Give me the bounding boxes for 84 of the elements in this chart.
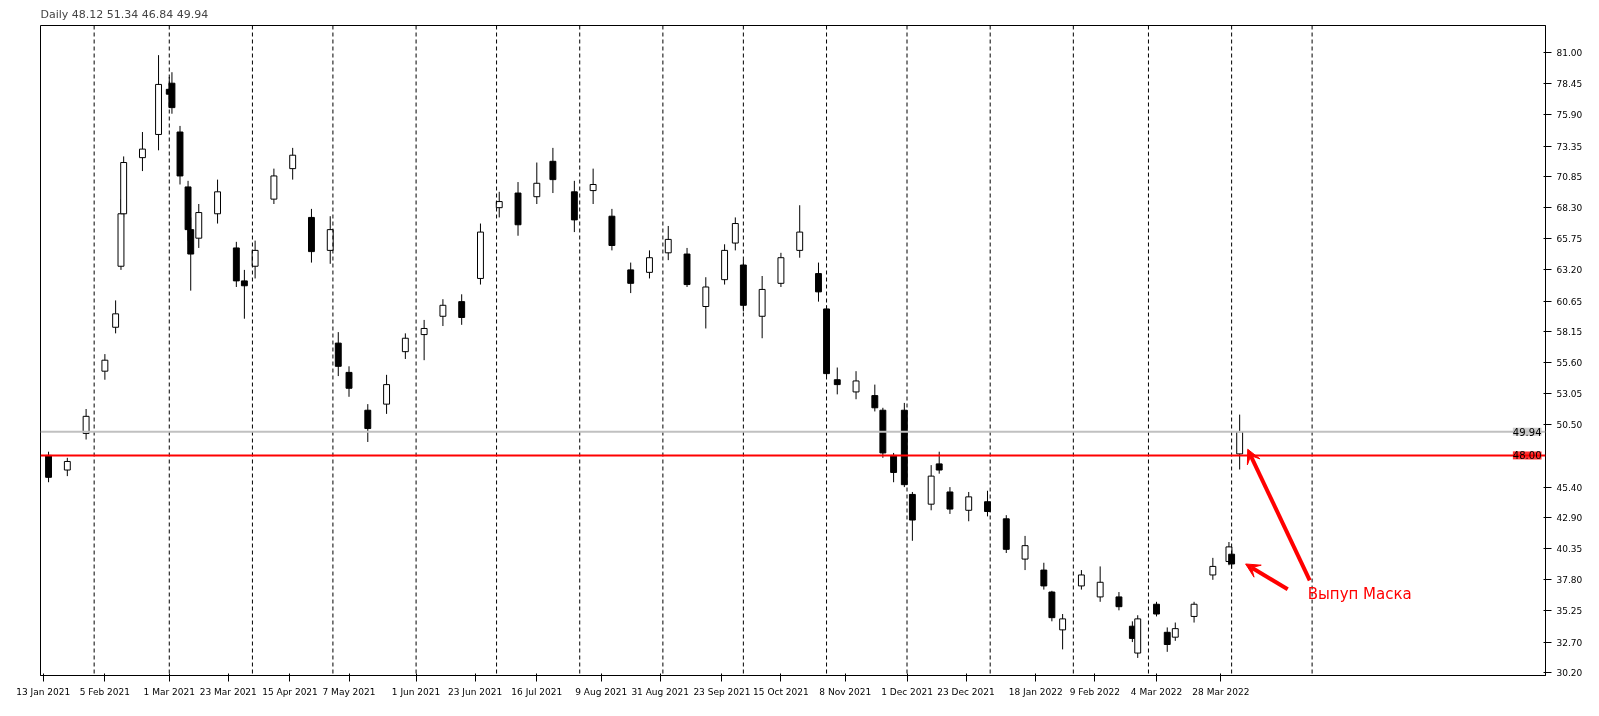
x-tick-label: 23 Sep 2021	[693, 686, 751, 697]
candlestick	[401, 332, 409, 360]
x-tick-label: 15 Oct 2021	[753, 686, 809, 697]
chart-title: Daily 48.12 51.34 46.84 49.94	[40, 7, 209, 21]
y-tick-label: 70.85	[1556, 172, 1583, 183]
candlestick	[214, 179, 222, 225]
candlestick	[101, 353, 109, 381]
candlestick	[383, 374, 391, 415]
annotation: Выпуп Маска	[1307, 585, 1412, 604]
candlestick	[1096, 565, 1104, 603]
candlestick	[549, 147, 557, 194]
candlestick	[458, 293, 466, 326]
y-tick-label: 65.75	[1556, 234, 1583, 245]
candlestick	[815, 262, 822, 303]
candlestick	[364, 403, 372, 443]
x-tick-label: 5 Feb 2021	[79, 686, 131, 697]
candlestick	[702, 276, 710, 329]
candlestick	[731, 216, 739, 251]
candlestick	[890, 452, 898, 483]
candlestick	[871, 384, 879, 412]
y-tick-label: 60.65	[1556, 296, 1583, 307]
y-tick-label: 53.05	[1556, 389, 1583, 400]
candlestick	[1040, 562, 1048, 591]
candlestick	[1236, 414, 1244, 471]
candlestick	[63, 457, 71, 477]
y-tick-label: 50.50	[1556, 420, 1583, 431]
candlestick	[1115, 591, 1123, 611]
y-tick-label: 37.80	[1556, 575, 1583, 586]
x-tick-label: 4 Mar 2022	[1130, 686, 1183, 697]
candlestick	[289, 147, 297, 181]
x-tick-label: 23 Mar 2021	[199, 686, 257, 697]
y-tick-label: 42.90	[1556, 513, 1583, 524]
y-tick-label: 45.40	[1556, 482, 1583, 493]
candlestick	[45, 451, 52, 483]
x-tick-label: 7 May 2021	[322, 686, 376, 697]
x-tick-label: 1 Jun 2021	[391, 686, 441, 697]
y-tick-label: 78.45	[1556, 79, 1583, 90]
y-tick-label: 68.30	[1556, 203, 1583, 214]
x-tick-label: 8 Nov 2021	[819, 686, 872, 697]
ref-line-label: 48.00	[1512, 450, 1542, 462]
y-tick-label: 40.35	[1556, 544, 1583, 555]
y-tick-label: 75.90	[1556, 110, 1583, 121]
candlestick	[420, 319, 428, 361]
y-tick-label: 30.20	[1556, 668, 1583, 679]
candlestick	[533, 162, 541, 205]
y-tick-label: 32.70	[1556, 637, 1583, 648]
candlestick	[852, 370, 860, 400]
candlestick	[1059, 613, 1067, 650]
candlestick	[946, 486, 954, 515]
x-tick-label: 31 Aug 2021	[631, 686, 690, 697]
candlestick	[138, 131, 146, 172]
candlestick	[112, 299, 120, 334]
x-tick-label: 18 Jan 2022	[1008, 686, 1063, 697]
candlestick	[965, 491, 973, 522]
y-tick-label: 35.25	[1556, 606, 1583, 617]
candlestick	[1077, 569, 1085, 591]
candlestick	[1190, 601, 1198, 624]
y-tick-label: 63.20	[1556, 265, 1583, 276]
candlestick	[1021, 535, 1029, 571]
x-tick-label: 13 Jan 2021	[16, 686, 71, 697]
y-tick-label: 73.35	[1556, 141, 1583, 152]
candlestick	[345, 365, 353, 398]
x-tick-label: 23 Jun 2021	[448, 686, 503, 697]
x-tick-label: 15 Apr 2021	[262, 686, 318, 697]
candlestick	[935, 451, 943, 475]
x-tick-label: 23 Dec 2021	[937, 686, 995, 697]
x-tick-label: 1 Mar 2021	[143, 686, 195, 697]
candlestick	[589, 168, 597, 205]
x-tick-label: 16 Jul 2021	[511, 686, 563, 697]
candlestick	[1209, 557, 1217, 581]
candlestick	[796, 204, 804, 259]
candlestick	[646, 249, 653, 279]
x-tick-label: 1 Dec 2021	[881, 686, 933, 697]
y-tick-label: 58.15	[1556, 327, 1583, 338]
candlestick	[270, 168, 278, 205]
x-tick-label: 28 Mar 2022	[1192, 686, 1250, 697]
y-tick-label: 55.60	[1556, 358, 1583, 369]
x-tick-label: 9 Feb 2022	[1069, 686, 1120, 697]
y-tick-label: 81.00	[1556, 48, 1583, 59]
candlestick	[833, 367, 841, 395]
candlestick	[439, 298, 447, 327]
x-tick-label: 9 Aug 2021	[575, 686, 628, 697]
ref-line-label: 49.94	[1512, 426, 1542, 438]
candlestick	[627, 262, 635, 294]
